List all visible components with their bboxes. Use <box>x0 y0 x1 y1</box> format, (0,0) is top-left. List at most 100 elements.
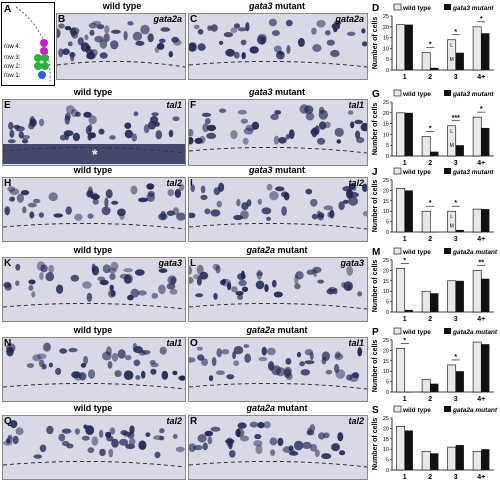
stained-cell <box>210 24 218 32</box>
stained-cell <box>218 40 224 45</box>
bar-mutant <box>430 293 439 312</box>
stained-cell <box>256 269 263 280</box>
stained-cell <box>310 198 318 207</box>
tissue-image <box>189 416 367 479</box>
stained-cell <box>135 40 145 46</box>
y-tick-label: 15 <box>383 359 389 365</box>
stained-cell <box>295 271 304 280</box>
spinal-cord-schematic <box>15 6 51 82</box>
dashed-boundary <box>189 382 367 390</box>
stained-cell <box>194 137 203 144</box>
stained-cell <box>114 370 122 378</box>
stained-cell <box>176 212 185 221</box>
stained-cell <box>348 196 358 206</box>
legend-label-mutant: gata3 mutant <box>452 5 494 12</box>
x-tick-label: 3 <box>454 74 458 81</box>
stained-cell <box>15 280 20 286</box>
stained-cell <box>167 189 175 197</box>
stained-cell <box>350 121 355 129</box>
y-tick-label: 15 <box>383 122 389 128</box>
stained-cell <box>197 29 204 35</box>
legend-swatch-mutant <box>444 4 451 10</box>
stained-cell <box>197 354 205 361</box>
legend-label-wild-type: wild type <box>402 407 431 414</box>
y-axis-label: Number of cells <box>372 180 379 233</box>
stained-cell <box>356 137 365 144</box>
stained-cell <box>58 48 64 58</box>
stained-cell <box>15 263 21 271</box>
stack-label-l: L <box>450 129 453 135</box>
stained-cell <box>18 131 24 139</box>
cell-v1 <box>41 54 49 62</box>
significance-mark: * <box>454 29 457 36</box>
stained-cell <box>273 45 282 53</box>
stained-cell <box>6 435 13 443</box>
stained-cell <box>361 41 367 47</box>
y-tick-label: 20 <box>383 426 389 432</box>
stained-cell <box>146 192 155 202</box>
bar-wild-type <box>472 270 482 313</box>
stained-cell <box>255 444 263 455</box>
stained-cell <box>270 113 279 120</box>
asterisk-mark: * <box>92 146 98 162</box>
legend-swatch-wild-type <box>393 247 402 255</box>
panel-letter-g: G <box>372 89 380 100</box>
stained-cell <box>323 205 333 211</box>
x-tick-label: 3 <box>454 160 458 167</box>
stained-cell <box>130 185 138 195</box>
panel-letter-s: S <box>372 405 379 416</box>
stained-cell <box>101 206 111 216</box>
header-wild-type: wild type <box>73 165 113 175</box>
stained-cell <box>207 436 213 445</box>
stained-cell <box>317 279 325 284</box>
panel-letter-b: B <box>58 14 66 25</box>
stained-cell <box>233 346 244 355</box>
panel-letter-q: Q <box>4 416 12 427</box>
tissue-image <box>3 258 185 321</box>
cell-v3 <box>38 71 46 79</box>
significance-mark: * <box>403 337 406 344</box>
stained-cell <box>27 202 37 208</box>
panel-letter-d: D <box>372 3 379 14</box>
x-tick-label: 1 <box>403 160 407 167</box>
stained-cell <box>254 433 262 440</box>
stained-cell <box>124 354 132 361</box>
tissue-image <box>3 416 185 479</box>
stained-cell <box>33 198 41 204</box>
stained-cell <box>311 213 318 220</box>
stained-cell <box>204 118 211 125</box>
x-tick-label: 3 <box>454 316 458 323</box>
stained-cell <box>311 127 318 138</box>
header-mutant: gata2a mutant <box>246 325 308 335</box>
stained-cell <box>10 420 18 429</box>
y-tick-label: 20 <box>383 25 389 31</box>
stained-cell <box>190 184 195 193</box>
gene-label-right: tal2 <box>348 416 364 426</box>
stained-cell <box>119 438 129 446</box>
stained-cell <box>119 273 130 279</box>
stained-cell <box>354 119 363 125</box>
stained-cell <box>213 292 218 300</box>
bar-mutant <box>404 430 413 470</box>
stained-cell <box>305 112 315 121</box>
stained-cell <box>109 135 116 140</box>
stained-cell <box>242 137 249 145</box>
bar-wild-type <box>447 446 457 471</box>
stained-cell <box>229 450 236 458</box>
stained-cell <box>111 200 119 205</box>
bar-wild-type <box>396 268 406 313</box>
tissue-image <box>189 338 367 401</box>
stained-cell <box>39 272 44 281</box>
stained-cell <box>305 188 313 195</box>
stained-cell <box>108 448 114 458</box>
stained-cell <box>297 37 305 47</box>
legend-swatch-wild-type <box>393 167 402 175</box>
stained-cell <box>101 351 112 361</box>
stained-cell <box>99 52 108 59</box>
stained-cell <box>85 425 95 436</box>
tissue-image <box>57 14 185 79</box>
stack-label-m: M <box>450 143 454 149</box>
stained-cell <box>271 30 280 36</box>
significance-mark: * <box>429 200 432 207</box>
